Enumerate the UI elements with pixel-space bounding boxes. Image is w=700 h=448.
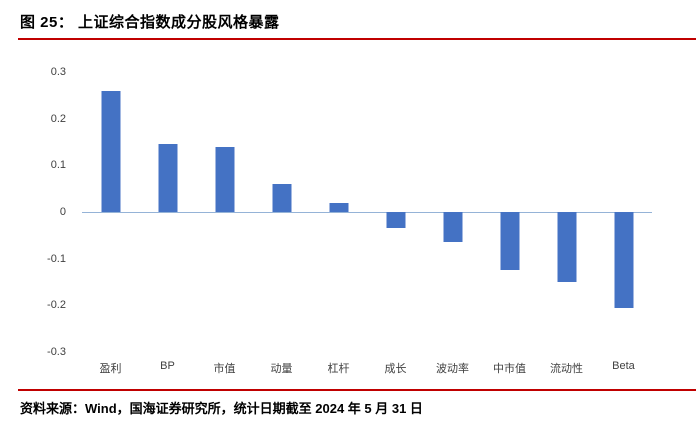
bar-盈利 xyxy=(101,90,120,212)
x-category-label: Beta xyxy=(612,360,635,372)
plot-area xyxy=(82,72,652,352)
x-category-label: 波动率 xyxy=(436,363,469,375)
zero-axis-line xyxy=(82,212,652,213)
source-note: 资料来源：Wind，国海证券研究所，统计日期截至 2024 年 5 月 31 日 xyxy=(20,401,423,416)
x-axis-category-labels: 盈利 BP 市值 动量 杠杆 成长 波动率 中市值 流动性 Beta xyxy=(82,360,652,380)
x-category-label: BP xyxy=(160,360,175,372)
y-tick-label: 0.1 xyxy=(50,159,66,172)
bar-BP xyxy=(158,144,177,212)
x-category-label: 盈利 xyxy=(99,363,122,375)
bar-杠杆 xyxy=(329,202,348,212)
x-category-label: 流动性 xyxy=(550,363,583,375)
x-category-label: 市值 xyxy=(213,363,236,375)
footer-divider-line xyxy=(18,389,696,391)
x-category-label: 中市值 xyxy=(493,363,526,375)
title-divider-line xyxy=(18,38,696,40)
bar-Beta xyxy=(614,212,633,308)
bar-市值 xyxy=(215,146,234,212)
y-axis: 0.3 0.2 0.1 0 -0.1 -0.2 -0.3 xyxy=(0,66,76,358)
x-category-label: 动量 xyxy=(270,363,293,375)
y-tick-label: 0.2 xyxy=(50,112,66,125)
bar-波动率 xyxy=(443,212,462,243)
y-tick-label: -0.2 xyxy=(47,299,66,312)
bar-成长 xyxy=(386,212,405,229)
y-tick-label: 0 xyxy=(59,206,66,218)
bar-动量 xyxy=(272,184,291,212)
x-category-label: 成长 xyxy=(384,363,407,375)
y-tick-label: -0.3 xyxy=(47,346,66,358)
x-category-label: 杠杆 xyxy=(327,363,350,375)
bar-chart: 0.3 0.2 0.1 0 -0.1 -0.2 -0.3 盈利 BP 市值 动量 杠杆 成长 波动率 中市… xyxy=(0,52,700,382)
figure-title: 图 25： 上证综合指数成分股风格暴露 xyxy=(20,14,280,31)
y-tick-label: -0.1 xyxy=(47,252,66,265)
y-tick-label: 0.3 xyxy=(50,66,66,78)
bar-流动性 xyxy=(557,212,576,282)
bar-中市值 xyxy=(500,212,519,271)
